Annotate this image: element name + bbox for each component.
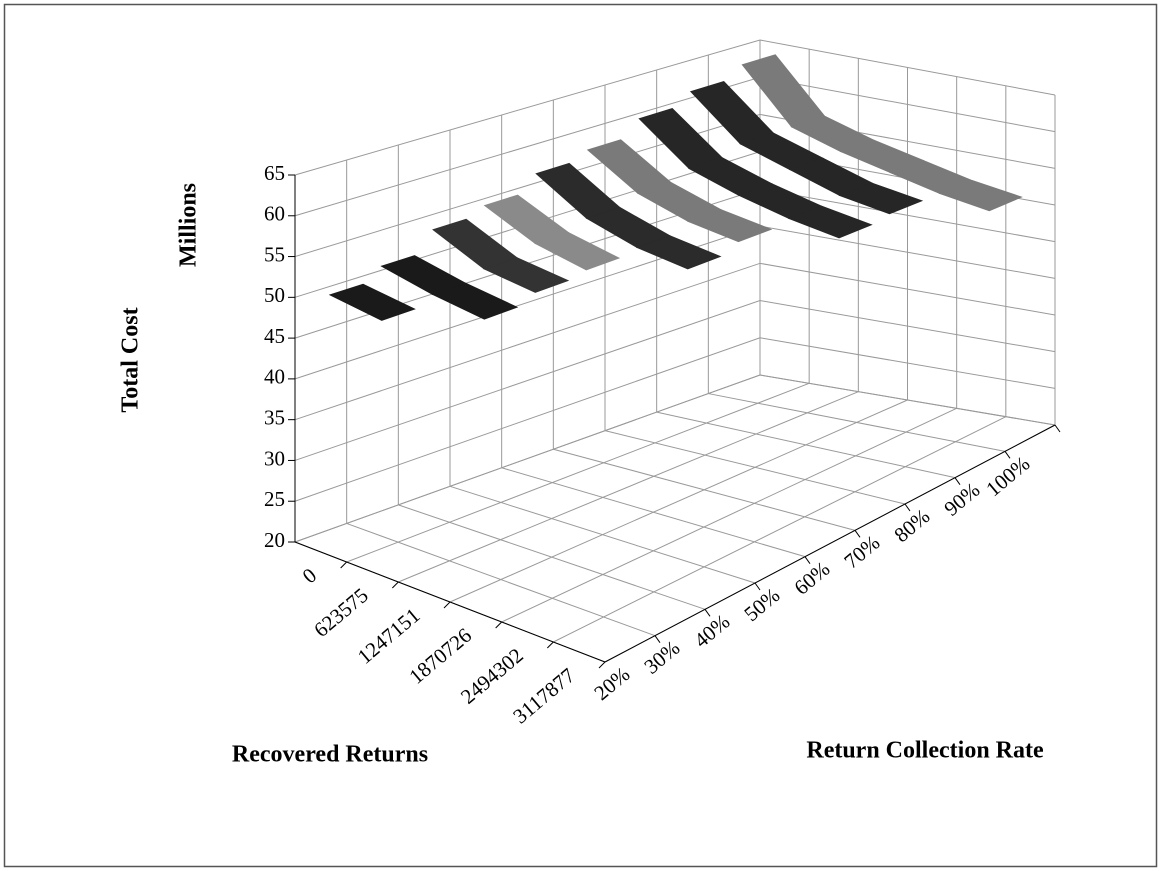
floor-grid-line	[656, 411, 956, 479]
frame	[3, 3, 1158, 868]
floor-grid-line	[553, 448, 856, 531]
series-tick	[754, 582, 761, 591]
y-tick-label: 65	[264, 161, 285, 185]
floor-grid-line	[553, 416, 1007, 643]
series-axis-title: Return Collection Rate	[806, 738, 1044, 764]
series-tick	[804, 556, 811, 564]
y-tick-label: 20	[264, 528, 285, 552]
x-tick	[340, 561, 348, 569]
ribbon-segment	[635, 235, 722, 270]
floor-grid-line	[449, 485, 756, 584]
grid-line	[294, 39, 1056, 176]
y-tick-label: 50	[264, 283, 285, 307]
ribbon-segment	[787, 205, 873, 239]
floor-grid-line	[604, 430, 906, 505]
x-tick	[495, 621, 503, 629]
y-tick-label: 25	[264, 487, 285, 511]
ribbon-segment	[328, 283, 416, 321]
ribbon-segment	[938, 180, 1023, 212]
series-tick	[654, 635, 661, 643]
series-axis	[604, 424, 1056, 663]
y-tick-label: 60	[264, 202, 285, 226]
ribbon-segment	[686, 209, 773, 243]
y-tick-label: 45	[264, 324, 285, 348]
y-tick-label: 30	[264, 446, 285, 470]
y-tick-label: 40	[264, 365, 285, 389]
floor-grid-line	[501, 407, 957, 623]
grid-line	[294, 337, 1056, 502]
ribbon-segment	[838, 182, 924, 215]
floor-grid-line	[398, 391, 859, 583]
floor-grid-line	[449, 399, 908, 603]
x-axis-title: Recovered Returns	[232, 742, 428, 768]
y-tick-label: 55	[264, 242, 285, 266]
y-tick-label: 35	[264, 405, 285, 429]
series-tick	[1004, 451, 1011, 459]
grid-line	[294, 300, 1056, 461]
x-tick	[391, 581, 399, 589]
ribbon-segment	[534, 231, 621, 271]
x-tick	[598, 661, 606, 669]
ribbon-segment	[482, 257, 570, 293]
floor-grid-line	[501, 467, 806, 558]
ribbons	[328, 54, 1023, 321]
series-tick	[954, 477, 961, 485]
x-tick	[443, 601, 451, 609]
floor-grid-line	[346, 382, 810, 563]
floor-grid-line	[346, 522, 656, 637]
series-tick	[854, 530, 861, 538]
x-tick	[546, 641, 554, 649]
series-tick	[1054, 424, 1061, 433]
floor-grid-line	[708, 393, 1006, 452]
floor-grid-line	[398, 504, 706, 610]
y-axis-title: Total Cost	[118, 307, 144, 412]
y-unit-label: Millions	[176, 183, 202, 267]
ribbon-segment	[431, 282, 519, 320]
series-tick	[904, 503, 911, 512]
grid-line	[294, 262, 1056, 421]
grid-line	[294, 113, 1056, 258]
series-tick	[704, 609, 711, 617]
grid-line	[294, 374, 1056, 543]
